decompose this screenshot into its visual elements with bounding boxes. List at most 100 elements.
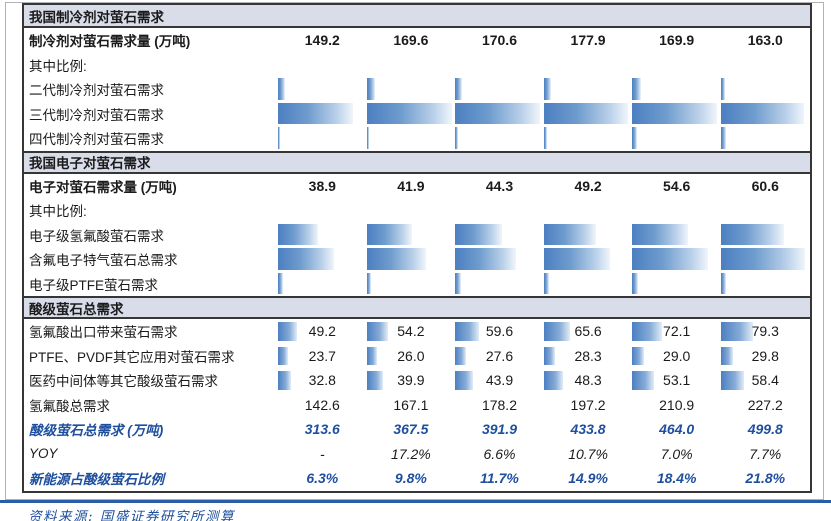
- section-header-row: 酸级萤石总需求: [24, 296, 810, 319]
- data-bar: [366, 127, 370, 149]
- value-cell: 499.8: [721, 417, 810, 442]
- cell-value: 169.6: [393, 32, 429, 49]
- value-cell: 313.6: [278, 417, 367, 442]
- value-cell: 367.5: [367, 417, 456, 442]
- bar-cell: 27.6: [455, 344, 544, 369]
- value-cell: 11.7%: [455, 466, 544, 491]
- bar-cell: [632, 102, 721, 127]
- cell-value: 79.3: [751, 323, 779, 340]
- cell-value: 169.9: [659, 32, 695, 49]
- bar-cell: [543, 223, 633, 248]
- bar-cell: [632, 272, 721, 297]
- bar-cell: 29.0: [632, 344, 721, 369]
- cell-value: 54.6: [663, 177, 691, 194]
- data-bar: [632, 127, 637, 149]
- data-bar: [632, 78, 642, 100]
- value-cell: 38.9: [278, 174, 367, 199]
- bar-cell: [455, 223, 544, 248]
- value-cell: 21.8%: [721, 466, 810, 491]
- bar-cell: [366, 77, 456, 102]
- value-cell: 18.4%: [632, 466, 721, 491]
- data-bar: [366, 322, 388, 341]
- data-bar: [720, 78, 726, 100]
- row-label: 新能源占酸级萤石比例: [29, 472, 164, 488]
- bar-cell: 65.6: [543, 319, 633, 344]
- bar-cell: 32.8: [278, 368, 367, 393]
- cell-value: 391.9: [481, 421, 517, 438]
- table-row: 制冷剂对萤石需求量 (万吨) 149.2 169.6 170.6 177.9 169.9 1…: [24, 28, 810, 53]
- value-cell: 6.3%: [278, 466, 367, 491]
- cell-value: 48.3: [574, 372, 602, 389]
- cell-value: 367.5: [393, 421, 429, 438]
- table-row: 电子对萤石需求量 (万吨) 38.9 41.9 44.3 49.2 54.6 60.6: [24, 174, 810, 199]
- bar-cell: [366, 126, 456, 151]
- cell-value: 32.8: [308, 372, 336, 389]
- data-bar: [543, 322, 571, 341]
- bar-cell: [632, 247, 721, 272]
- bar-cell: [278, 102, 367, 127]
- data-bar: [455, 127, 458, 149]
- data-bar: [720, 272, 727, 294]
- row-label: 四代制冷剂对萤石需求: [29, 132, 164, 148]
- bar-cell: 39.9: [366, 368, 456, 393]
- cell-value: -: [319, 445, 325, 462]
- bar-cell: [366, 223, 456, 248]
- value-cell: 177.9: [544, 28, 633, 53]
- section-header-label: 我国电子对萤石需求: [29, 156, 151, 171]
- table-row: 三代制冷剂对萤石需求: [24, 102, 810, 127]
- cell-value: 65.6: [574, 323, 602, 340]
- bar-cell: [455, 126, 544, 151]
- bar-cell: [455, 247, 544, 272]
- data-bar: [543, 346, 556, 365]
- bar-cell: [720, 272, 810, 297]
- row-label: YOY: [29, 446, 58, 462]
- data-bar: [543, 127, 548, 149]
- cell-value: 9.8%: [394, 470, 427, 487]
- bar-cell: [720, 102, 810, 127]
- value-cell: 44.3: [455, 174, 544, 199]
- value-cell: -: [278, 442, 367, 467]
- bar-cell: [278, 223, 367, 248]
- data-bar: [278, 371, 292, 390]
- bar-cell: [366, 272, 456, 297]
- cell-value: 170.6: [481, 32, 517, 49]
- table-row: 二代制冷剂对萤石需求: [24, 77, 810, 102]
- cell-value: 60.6: [751, 177, 779, 194]
- value-cell: 433.8: [544, 417, 633, 442]
- value-cell: 54.6: [632, 174, 721, 199]
- value-cell: 7.0%: [632, 442, 721, 467]
- value-cell: 14.9%: [544, 466, 633, 491]
- bar-cell: [278, 272, 367, 297]
- bar-cell: 58.4: [720, 368, 810, 393]
- cell-value: 7.0%: [660, 445, 693, 462]
- data-bar: [632, 272, 638, 294]
- data-bar: [632, 248, 708, 270]
- cell-value: 29.0: [663, 347, 691, 364]
- row-label: 酸级萤石总需求 (万吨): [29, 423, 164, 439]
- cell-value: 17.2%: [391, 445, 431, 462]
- cell-value: 227.2: [747, 396, 783, 413]
- section-header-label: 我国制冷剂对萤石需求: [29, 9, 164, 25]
- data-bar: [366, 272, 372, 294]
- value-cell: 49.2: [544, 174, 633, 199]
- data-bar: [455, 346, 467, 365]
- source-note: 资料来源: 国盛证券研究所测算: [28, 509, 235, 521]
- data-bar: [366, 346, 378, 365]
- table-row: 四代制冷剂对萤石需求: [24, 126, 810, 151]
- data-bar: [366, 371, 383, 390]
- cell-value: 29.8: [751, 347, 779, 364]
- value-cell: 169.6: [367, 28, 456, 53]
- data-bar: [278, 78, 286, 100]
- cell-value: 27.6: [485, 347, 514, 364]
- bar-cell: [720, 223, 810, 248]
- data-bar: [720, 223, 784, 245]
- table-row: 新能源占酸级萤石比例 6.3% 9.8% 11.7% 14.9% 18.4% 21.8%: [24, 466, 810, 491]
- cell-value: 10.7%: [568, 445, 608, 462]
- cell-value: 23.7: [308, 347, 336, 364]
- row-label: 制冷剂对萤石需求量 (万吨): [29, 34, 191, 50]
- bar-cell: 79.3: [720, 319, 810, 344]
- cell-value: 177.9: [570, 32, 606, 49]
- bar-cell: [720, 247, 810, 272]
- bar-cell: 26.0: [366, 344, 456, 369]
- cell-value: 11.7%: [480, 470, 519, 487]
